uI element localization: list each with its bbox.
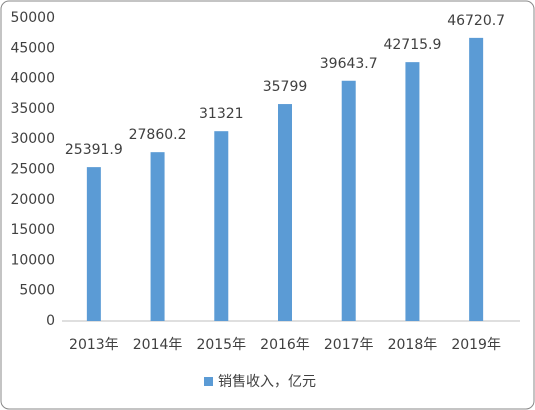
- y-tick-label: 40000: [10, 71, 55, 87]
- data-label: 25391.9: [65, 142, 123, 158]
- x-tick-label: 2015年: [196, 337, 246, 353]
- x-tick-label: 2014年: [133, 337, 183, 353]
- bar: [150, 152, 165, 321]
- bar: [341, 80, 356, 321]
- data-label: 42715.9: [383, 37, 441, 53]
- y-tick-label: 0: [46, 313, 55, 329]
- bar: [214, 131, 229, 321]
- data-label: 46720.7: [447, 13, 505, 29]
- data-label: 31321: [199, 106, 244, 122]
- bar: [405, 62, 420, 321]
- y-tick-label: 45000: [10, 40, 55, 56]
- legend-label: 销售收入，亿元: [218, 374, 316, 390]
- x-tick-label: 2017年: [324, 337, 374, 353]
- x-tick-label: 2013年: [69, 337, 119, 353]
- y-tick-label: 20000: [10, 192, 55, 208]
- y-tick-label: 30000: [10, 131, 55, 147]
- data-label: 27860.2: [129, 127, 187, 143]
- x-tick-label: 2016年: [260, 337, 310, 353]
- x-tick-label: 2019年: [451, 337, 501, 353]
- y-tick-label: 5000: [19, 283, 55, 299]
- legend-swatch: [204, 377, 213, 386]
- y-tick-label: 25000: [10, 162, 55, 178]
- bar: [469, 37, 484, 321]
- x-tick-label: 2018年: [388, 337, 438, 353]
- data-label: 35799: [263, 79, 308, 95]
- y-tick-label: 35000: [10, 101, 55, 117]
- bar: [278, 104, 292, 321]
- y-tick-label: 50000: [10, 10, 55, 26]
- y-tick-label: 10000: [10, 252, 55, 268]
- data-label: 39643.7: [320, 56, 378, 72]
- y-tick-label: 15000: [10, 222, 55, 238]
- bar: [86, 167, 101, 321]
